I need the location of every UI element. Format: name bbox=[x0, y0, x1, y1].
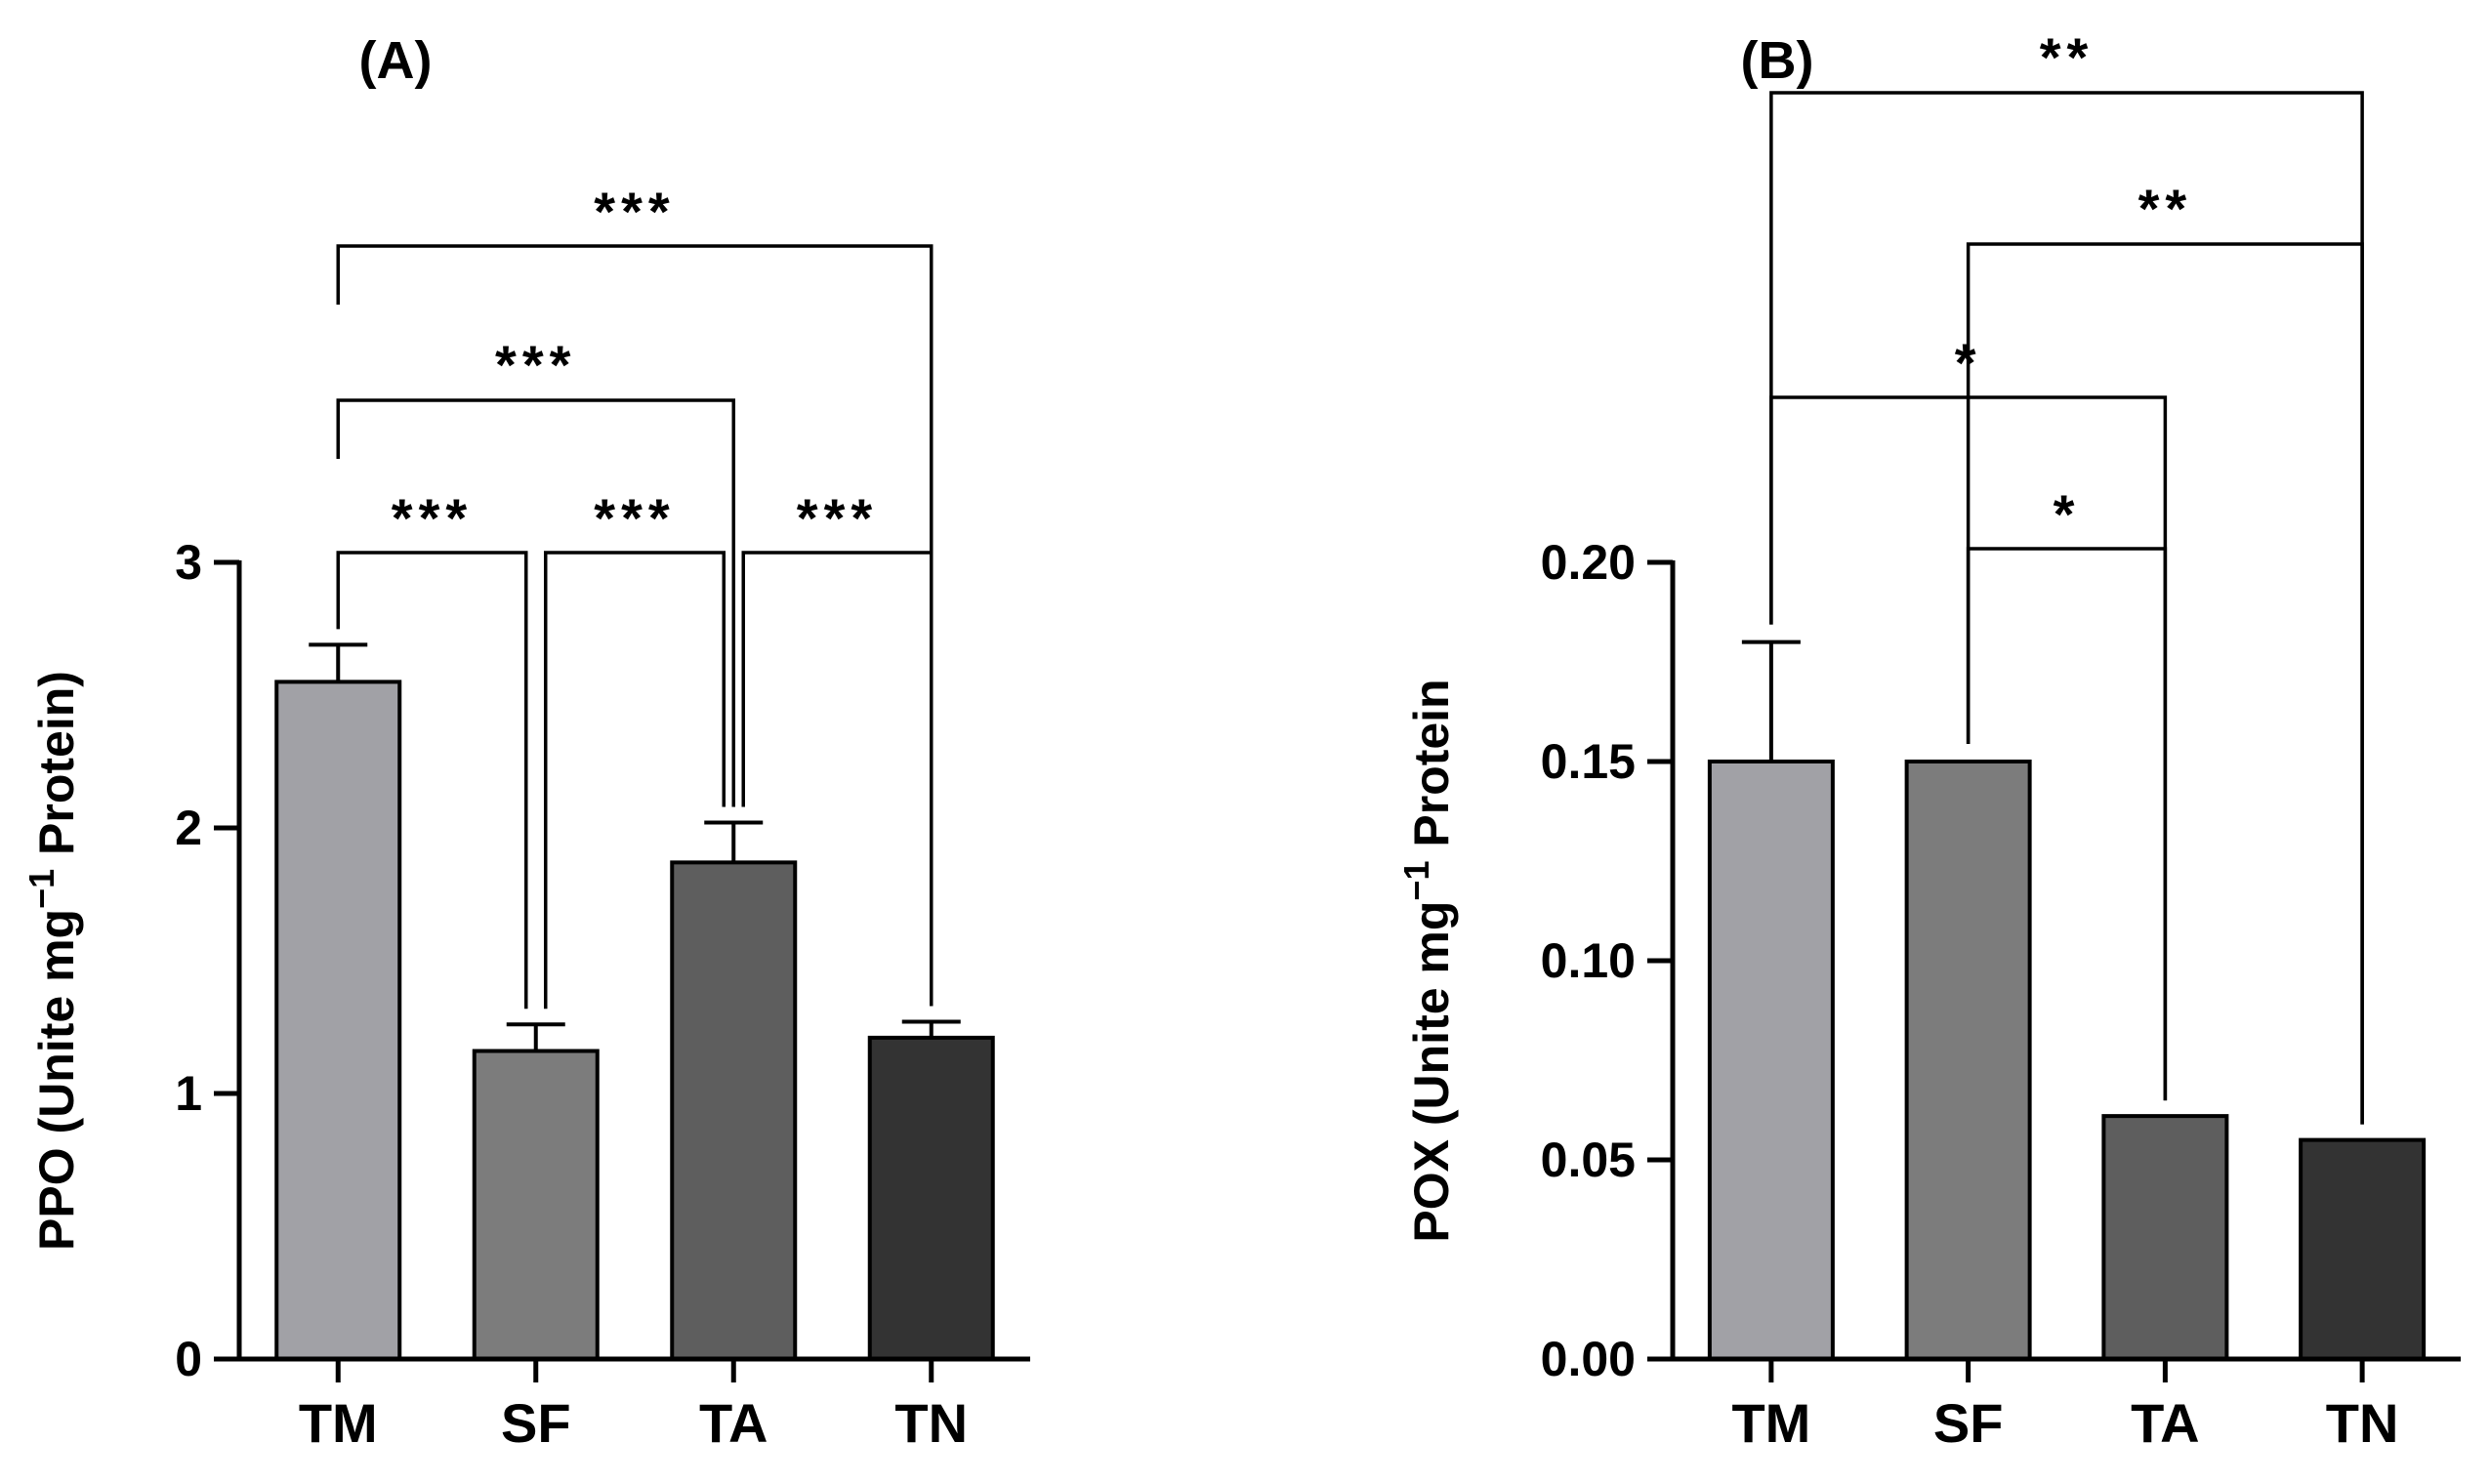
ppo-x-tick-label-ta: TA bbox=[699, 1392, 768, 1454]
pox-significance-label-sf-ta: * bbox=[2054, 483, 2081, 545]
pox-y-tick-label: 0.20 bbox=[1541, 535, 1636, 590]
panel-a-ppo-chart: (A) PPO (Unite mg−1 Protein) 0 1 2 3 TM SF TA TN *… bbox=[21, 31, 1030, 1454]
pox-significance-label-sf-tn: ** bbox=[2138, 178, 2193, 239]
pox-y-tick-label: 0.10 bbox=[1541, 933, 1636, 988]
ppo-bar-ta bbox=[670, 860, 798, 1361]
panel-b-pox-chart: (B) POX (Unite mg−1 Protein 0.00 0.05 0.10 0.… bbox=[1396, 26, 2461, 1454]
ppo-bar-tm bbox=[274, 680, 402, 1361]
ppo-significance-bracket-sf-ta bbox=[544, 551, 726, 1010]
pox-y-axis-label-end: Protein bbox=[1404, 679, 1459, 860]
ppo-y-tick-label: 1 bbox=[175, 1066, 202, 1121]
ppo-y-axis-label-main: PPO (Unite mg bbox=[29, 909, 84, 1251]
pox-bar-tn bbox=[2299, 1137, 2427, 1361]
pox-x-tick-label-tn: TN bbox=[2326, 1392, 2399, 1454]
ppo-significance-bracket-tm-tn bbox=[336, 244, 934, 1007]
pox-panel-label: (B) bbox=[1741, 31, 1814, 90]
ppo-y-tick-label: 2 bbox=[175, 801, 202, 855]
ppo-significance-label-sf-ta: *** bbox=[594, 487, 675, 549]
pox-bar-sf bbox=[1904, 760, 2032, 1361]
ppo-significance-bracket-tm-ta bbox=[336, 398, 735, 807]
ppo-bar-sf bbox=[472, 1049, 600, 1361]
pox-y-axis-label-main: POX (Unite mg bbox=[1404, 901, 1459, 1243]
pox-bar-tm bbox=[1707, 760, 1835, 1361]
pox-x-tick-label-sf: SF bbox=[1933, 1392, 2004, 1454]
ppo-x-tick-label-tm: TM bbox=[299, 1392, 378, 1454]
pox-y-tick-label: 0.05 bbox=[1541, 1133, 1636, 1187]
ppo-bar-tn bbox=[867, 1035, 995, 1361]
ppo-significance-label-tm-tn: *** bbox=[594, 181, 675, 242]
ppo-significance-label-ta-tn: *** bbox=[797, 487, 878, 549]
ppo-panel-label: (A) bbox=[359, 31, 433, 90]
ppo-significance-bracket-tm-sf bbox=[336, 551, 528, 1010]
pox-significance-label-tm-tn: ** bbox=[2040, 26, 2095, 88]
ppo-significance-label-tm-sf: *** bbox=[392, 487, 473, 549]
ppo-x-tick-label-sf: SF bbox=[501, 1392, 571, 1454]
pox-y-axis-label: POX (Unite mg−1 Protein bbox=[1396, 679, 1459, 1242]
pox-significance-label-tm-ta: * bbox=[1955, 332, 1982, 393]
pox-y-tick-label: 0.00 bbox=[1541, 1332, 1636, 1386]
ppo-y-axis-label-end: Protein) bbox=[29, 671, 84, 869]
pox-significance-bracket-tm-tn bbox=[1769, 91, 2364, 1125]
ppo-y-axis-label: PPO (Unite mg−1 Protein) bbox=[21, 671, 84, 1251]
ppo-y-tick-label: 3 bbox=[175, 535, 202, 590]
pox-bar-ta bbox=[2101, 1114, 2229, 1361]
ppo-y-tick-label: 0 bbox=[175, 1332, 202, 1386]
pox-y-tick-label: 0.15 bbox=[1541, 734, 1636, 789]
ppo-significance-label-tm-ta: *** bbox=[495, 334, 576, 395]
ppo-x-tick-label-tn: TN bbox=[894, 1392, 968, 1454]
pox-y-axis-label-superscript: −1 bbox=[1396, 861, 1436, 901]
pox-x-tick-label-tm: TM bbox=[1731, 1392, 1810, 1454]
ppo-y-axis-label-superscript: −1 bbox=[21, 869, 62, 909]
pox-x-tick-label-ta: TA bbox=[2131, 1392, 2200, 1454]
